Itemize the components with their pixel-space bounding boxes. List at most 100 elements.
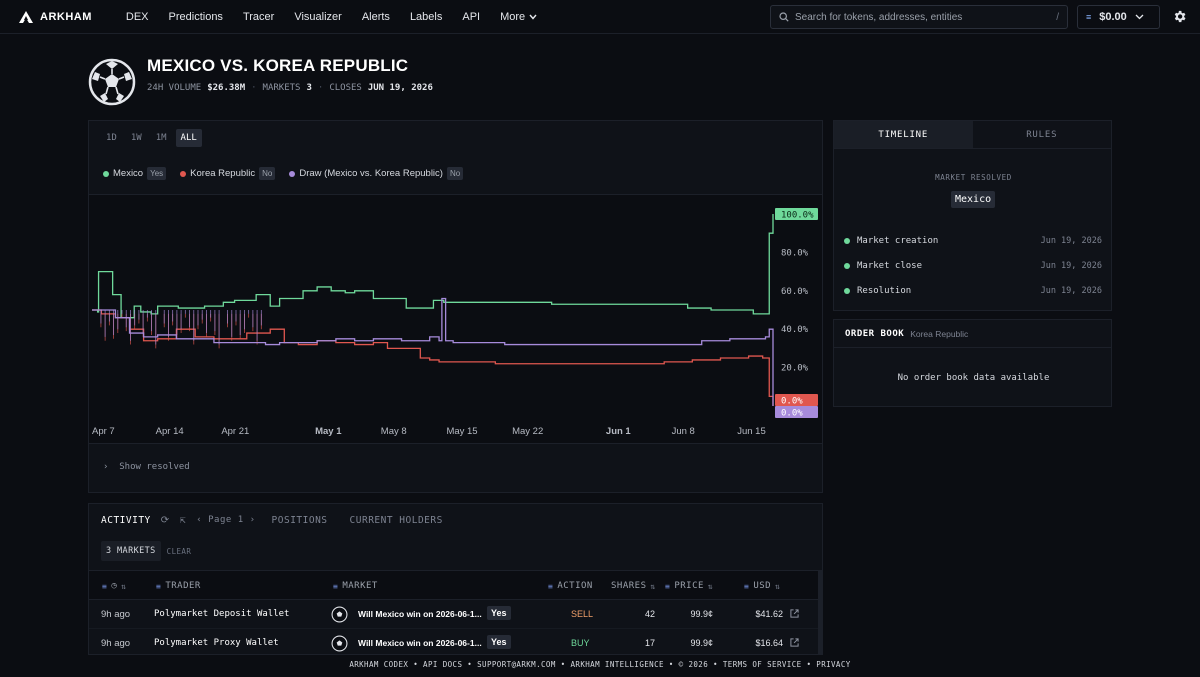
pagination: ‹ Page 1 ›: [196, 515, 255, 525]
markets-filter-chip[interactable]: 3 MARKETS: [101, 541, 161, 561]
y-tick-label: 20.0%: [781, 364, 809, 374]
column-time[interactable]: ≡ ◷ ⇅: [102, 581, 127, 591]
legend-item[interactable]: Draw (Mexico vs. Korea Republic) No: [289, 167, 464, 180]
volume-value: $26.38M: [207, 83, 246, 93]
tab-activity[interactable]: ACTIVITY: [101, 514, 151, 526]
market-resolved-label: MARKET RESOLVED: [935, 173, 1012, 182]
filter-icon: ≡: [156, 581, 162, 591]
activity-panel: ACTIVITY ⟳ ⇱ ‹ Page 1 › POSITIONS CURREN…: [88, 503, 823, 655]
nav-links: DEX Predictions Tracer Visualizer Alerts Labe…: [116, 11, 547, 23]
series-swatch: [103, 170, 109, 177]
table-row[interactable]: 9h ago Polymarket Proxy Wallet Will Mexico…: [89, 629, 819, 654]
tab-positions[interactable]: POSITIONS: [271, 514, 328, 526]
trader-name[interactable]: Polymarket Proxy Wallet: [154, 638, 279, 648]
soccer-ball-icon: [331, 635, 348, 652]
chevron-down-icon: [1135, 14, 1144, 20]
series-line-draw: [92, 297, 774, 406]
nav-link-alerts[interactable]: Alerts: [361, 10, 390, 23]
nav-link-predictions[interactable]: Predictions: [168, 10, 223, 23]
range-1w[interactable]: 1W: [130, 133, 142, 143]
price-chart[interactable]: 100.0% 80.0% 60.0% 40.0% 20.0% Apr 7 Apr 14 Apr…: [89, 194, 822, 444]
wallet-balance-button[interactable]: ≡ $0.00: [1077, 5, 1160, 29]
x-tick-label: Jun 15: [737, 426, 766, 437]
brand-name: ARKHAM: [40, 10, 92, 23]
range-all[interactable]: ALL: [175, 129, 202, 147]
search-shortcut: /: [1056, 11, 1059, 23]
nav-link-more[interactable]: More: [490, 11, 547, 23]
range-1d[interactable]: 1D: [106, 133, 117, 143]
market-name[interactable]: Will Mexico win on 2026-06-1...: [358, 609, 482, 619]
legend-item[interactable]: Mexico Yes: [103, 167, 167, 180]
tab-current-holders[interactable]: CURRENT HOLDERS: [349, 514, 443, 526]
nav-link-tracer[interactable]: Tracer: [242, 10, 275, 23]
order-book-header: ORDER BOOK Korea Republic: [834, 320, 1111, 348]
table-scrollbar[interactable]: [818, 570, 822, 654]
external-link-icon[interactable]: [790, 609, 799, 618]
legend-item[interactable]: Korea Republic No: [180, 167, 276, 180]
timeline-panel: TIMELINE RULES MARKET RESOLVED Mexico Ma…: [833, 120, 1112, 311]
table-row[interactable]: 9h ago Polymarket Deposit Wallet Will Mexi…: [89, 600, 819, 629]
external-link-icon[interactable]: [790, 638, 799, 647]
range-1m[interactable]: 1M: [155, 133, 167, 143]
chart-legend: Mexico Yes Korea Republic No Draw (Mexico vs…: [103, 167, 464, 180]
soccer-ball-icon: [88, 58, 136, 106]
column-shares[interactable]: SHARES ⇅: [611, 581, 656, 591]
x-tick-label: Jun 1: [606, 426, 632, 437]
series-swatch: [180, 170, 187, 177]
page-indicator: Page 1: [208, 515, 244, 525]
sort-icon: ⇅: [775, 581, 781, 591]
table-header: ≡ ◷ ⇅ ≡ TRADER ≡ MARKET ≡ ACTION SHARES ⇅ ≡ PRI…: [89, 570, 819, 600]
status-dot-icon: [844, 288, 850, 294]
sort-icon: ⇅: [707, 581, 714, 591]
column-price[interactable]: ≡ PRICE ⇅: [665, 581, 714, 591]
top-nav: ARKHAM DEX Predictions Tracer Visualizer Ale…: [0, 0, 1200, 34]
column-market[interactable]: ≡ MARKET: [333, 581, 378, 591]
refresh-icon[interactable]: ⟳: [160, 514, 170, 526]
next-page-icon[interactable]: ›: [249, 515, 256, 525]
trade-time: 9h ago: [101, 638, 131, 649]
search-input[interactable]: [795, 11, 1051, 23]
show-resolved-toggle[interactable]: › Show resolved: [103, 462, 190, 472]
plot-area: [89, 194, 822, 444]
tab-rules[interactable]: RULES: [1026, 129, 1058, 140]
price-chart-panel: 1D 1W 1M ALL Mexico Yes Korea Republic No Draw …: [88, 120, 823, 493]
trade-price: 99.9¢: [690, 609, 713, 619]
chevron-down-icon: [529, 14, 537, 20]
clear-filters-button[interactable]: CLEAR: [166, 546, 192, 556]
export-icon[interactable]: ⇱: [179, 514, 187, 526]
trade-shares: 42: [644, 609, 655, 619]
order-book-panel: ORDER BOOK Korea Republic No order book …: [833, 319, 1112, 407]
outcome-badge: Yes: [487, 635, 511, 649]
search-box[interactable]: /: [770, 5, 1068, 29]
series-swatch: [289, 170, 296, 177]
nav-link-visualizer[interactable]: Visualizer: [294, 10, 342, 23]
timeline-event: Market creation Jun 19, 2026: [844, 236, 1102, 246]
nav-link-api[interactable]: API: [462, 10, 481, 23]
x-tick-label: Apr 14: [156, 426, 184, 437]
filter-icon: ≡: [744, 581, 750, 591]
time-range-selector: 1D 1W 1M ALL: [101, 129, 202, 147]
wallet-icon: ≡: [1086, 12, 1092, 22]
x-tick-label: Apr 21: [221, 426, 249, 437]
nav-link-dex[interactable]: DEX: [125, 10, 149, 23]
page-title: MEXICO VS. KOREA REPUBLIC: [147, 56, 409, 75]
market-name[interactable]: Will Mexico win on 2026-06-1...: [358, 638, 482, 648]
series-end-label: 0.0%: [775, 406, 818, 419]
filter-icon: ≡: [102, 581, 108, 591]
column-action[interactable]: ≡ ACTION: [548, 581, 593, 591]
tab-timeline[interactable]: TIMELINE: [834, 121, 973, 148]
x-tick-label: Jun 8: [672, 426, 695, 437]
column-usd[interactable]: ≡ USD ⇅: [744, 581, 781, 591]
series-end-label: 100.0%: [775, 208, 818, 221]
trade-action: SELL: [571, 609, 594, 619]
series-line-mexico: [92, 214, 774, 319]
nav-link-labels[interactable]: Labels: [409, 10, 443, 23]
column-trader[interactable]: ≡ TRADER: [156, 581, 201, 591]
brand-logo[interactable]: ARKHAM: [18, 10, 92, 24]
closes-label: CLOSES: [329, 83, 362, 93]
markets-value: 3: [306, 83, 312, 93]
prev-page-icon[interactable]: ‹: [196, 515, 203, 525]
trade-shares: 17: [644, 638, 655, 648]
gear-icon[interactable]: [1172, 9, 1187, 24]
trader-name[interactable]: Polymarket Deposit Wallet: [154, 609, 290, 619]
